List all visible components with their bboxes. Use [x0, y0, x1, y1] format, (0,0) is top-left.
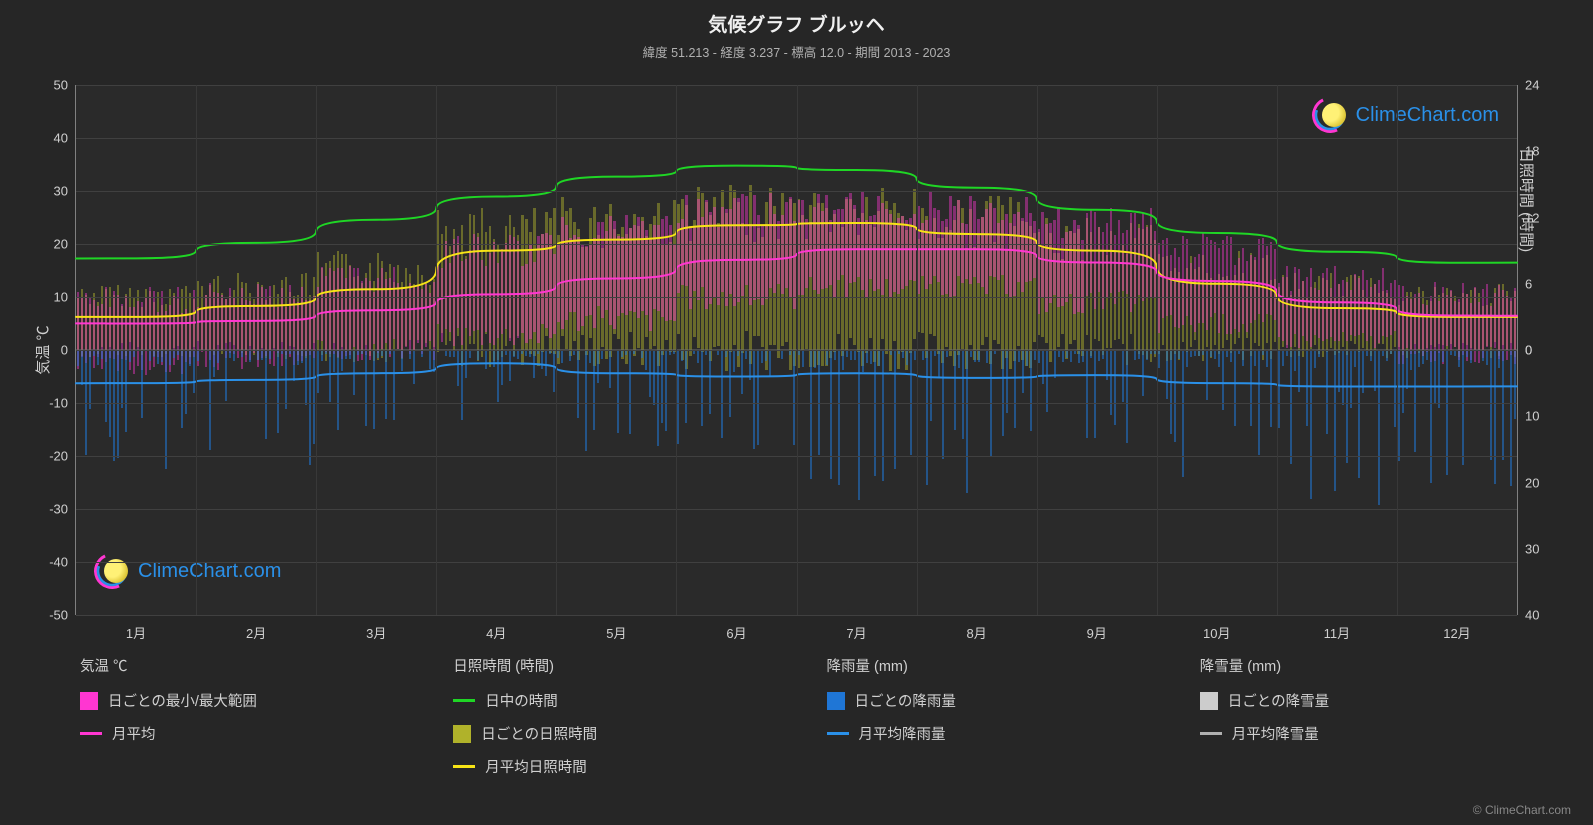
- chart-title: 気候グラフ ブルッヘ: [0, 0, 1593, 37]
- ytick-left: -20: [49, 449, 76, 464]
- legend-item: 日ごとの降雪量: [1200, 690, 1553, 711]
- watermark-top: ClimeChart.com: [1312, 97, 1499, 133]
- ytick-right-mm: 40: [1517, 608, 1539, 623]
- legend-col-sunshine: 日照時間 (時間) 日中の時間日ごとの日照時間月平均日照時間: [453, 655, 806, 777]
- xtick-month: 10月: [1203, 615, 1230, 642]
- legend-label: 日ごとの日照時間: [481, 723, 597, 744]
- legend-swatch: [453, 725, 471, 743]
- ytick-left: 30: [54, 184, 76, 199]
- xtick-month: 2月: [246, 615, 266, 642]
- ytick-right-mm: 30: [1517, 541, 1539, 556]
- legend-item: 月平均降雨量: [827, 723, 1180, 744]
- xtick-month: 12月: [1443, 615, 1470, 642]
- climate-chart: 気候グラフ ブルッヘ 緯度 51.213 - 経度 3.237 - 標高 12.…: [0, 0, 1593, 825]
- watermark-text: ClimeChart.com: [1356, 104, 1499, 127]
- legend-swatch: [1200, 692, 1218, 710]
- y-axis-left-label: 気温 ℃: [32, 325, 53, 374]
- legend-label: 日ごとの最小/最大範囲: [108, 690, 257, 711]
- legend-swatch: [827, 732, 849, 735]
- ytick-left: 0: [61, 343, 76, 358]
- legend-header: 気温 ℃: [80, 655, 433, 676]
- legend-swatch: [80, 692, 98, 710]
- legend-item: 月平均降雪量: [1200, 723, 1553, 744]
- legend-header: 降雨量 (mm): [827, 655, 1180, 676]
- xtick-month: 7月: [846, 615, 866, 642]
- legend-header: 日照時間 (時間): [453, 655, 806, 676]
- legend-label: 日ごとの降雪量: [1228, 690, 1329, 711]
- copyright-text: © ClimeChart.com: [1473, 803, 1571, 817]
- ytick-left: -50: [49, 608, 76, 623]
- ytick-left: -10: [49, 396, 76, 411]
- xtick-month: 8月: [967, 615, 987, 642]
- ytick-left: 40: [54, 131, 76, 146]
- legend-label: 月平均降雪量: [1232, 723, 1319, 744]
- legend-item: 日ごとの降雨量: [827, 690, 1180, 711]
- ytick-right-hours: 24: [1517, 78, 1539, 93]
- xtick-month: 4月: [486, 615, 506, 642]
- y-axis-right-top-label: 日照時間 (時間): [1516, 148, 1537, 252]
- legend-label: 月平均日照時間: [485, 756, 587, 777]
- plot-area: ClimeChart.com ClimeChart.com -50-40-30-…: [75, 85, 1518, 615]
- legend-swatch: [827, 692, 845, 710]
- xtick-month: 6月: [726, 615, 746, 642]
- legend-swatch: [1200, 732, 1222, 735]
- ytick-left: 20: [54, 237, 76, 252]
- legend-label: 日中の時間: [485, 690, 558, 711]
- xtick-month: 9月: [1087, 615, 1107, 642]
- legend-col-temp: 気温 ℃ 日ごとの最小/最大範囲月平均: [80, 655, 433, 777]
- legend-swatch: [453, 699, 475, 702]
- legend-swatch: [80, 732, 102, 735]
- legend-item: 月平均: [80, 723, 433, 744]
- legend-label: 月平均: [112, 723, 156, 744]
- legend-label: 月平均降雨量: [859, 723, 946, 744]
- ytick-right-hours: 18: [1517, 144, 1539, 159]
- ytick-right-mm: 0: [1517, 343, 1532, 358]
- ytick-left: -40: [49, 555, 76, 570]
- ytick-left: 10: [54, 290, 76, 305]
- xtick-month: 1月: [126, 615, 146, 642]
- ytick-right-mm: 20: [1517, 475, 1539, 490]
- ytick-right-hours: 12: [1517, 210, 1539, 225]
- legend-col-rain: 降雨量 (mm) 日ごとの降雨量月平均降雨量: [827, 655, 1180, 777]
- xtick-month: 11月: [1324, 615, 1351, 642]
- legend-header: 降雪量 (mm): [1200, 655, 1553, 676]
- climechart-logo-icon: [94, 553, 130, 589]
- legend-swatch: [453, 765, 475, 768]
- legend: 気温 ℃ 日ごとの最小/最大範囲月平均 日照時間 (時間) 日中の時間日ごとの日…: [80, 655, 1553, 777]
- xtick-month: 3月: [366, 615, 386, 642]
- ytick-right-hours: 6: [1517, 276, 1532, 291]
- legend-item: 日ごとの最小/最大範囲: [80, 690, 433, 711]
- legend-col-snow: 降雪量 (mm) 日ごとの降雪量月平均降雪量: [1200, 655, 1553, 777]
- ytick-left: 50: [54, 78, 76, 93]
- ytick-right-mm: 10: [1517, 409, 1539, 424]
- legend-item: 日中の時間: [453, 690, 806, 711]
- legend-item: 日ごとの日照時間: [453, 723, 806, 744]
- climechart-logo-icon: [1312, 97, 1348, 133]
- ytick-left: -30: [49, 502, 76, 517]
- xtick-month: 5月: [606, 615, 626, 642]
- legend-item: 月平均日照時間: [453, 756, 806, 777]
- legend-label: 日ごとの降雨量: [855, 690, 956, 711]
- chart-subtitle: 緯度 51.213 - 経度 3.237 - 標高 12.0 - 期間 2013…: [0, 37, 1593, 61]
- watermark-bottom: ClimeChart.com: [94, 553, 281, 589]
